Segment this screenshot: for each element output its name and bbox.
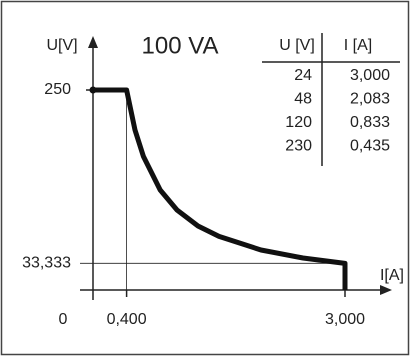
x-axis-label: I[A] [380,267,404,284]
table-header: U [V] [279,37,315,54]
start-point [89,86,97,94]
curve [93,87,348,290]
table-cell: 48 [294,91,312,108]
table-cell: 230 [285,138,312,155]
y-tick-label: 0 [59,311,68,328]
power-annotation: 100 VA [142,32,219,59]
table-cell: 2,083 [350,91,390,108]
y-tick-label: 250 [44,81,71,98]
table-cell: 120 [285,114,312,131]
y-axis-label: U[V] [46,37,77,54]
x-tick-label: 3,000 [325,311,365,328]
table-cell: 0,435 [350,138,390,155]
table-header: I [A] [344,37,372,54]
y-tick-label: 33,333 [22,255,71,272]
table-cell: 24 [294,67,312,84]
y-axis-arrow [88,36,98,48]
x-tick-label: 0,400 [107,311,147,328]
x-axis-arrow [380,285,392,295]
table-cell: 3,000 [350,67,390,84]
table-cell: 0,833 [350,114,390,131]
